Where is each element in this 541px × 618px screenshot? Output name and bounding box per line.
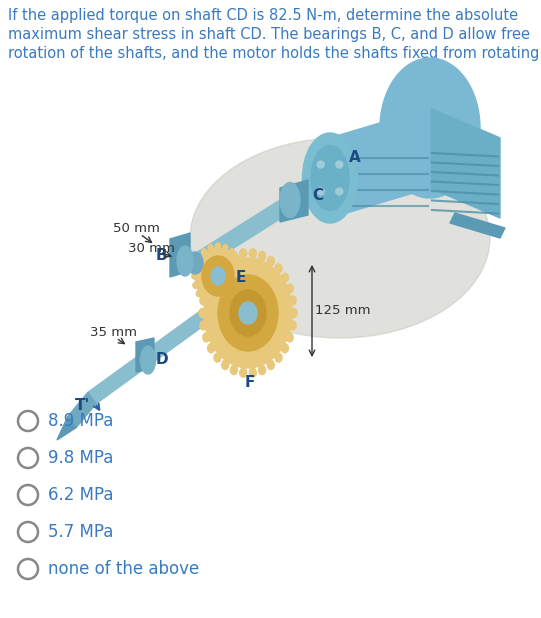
Text: maximum shear stress in shaft CD. The bearings B, C, and D allow free: maximum shear stress in shaft CD. The be…	[8, 27, 530, 42]
Ellipse shape	[281, 344, 288, 353]
Ellipse shape	[196, 290, 201, 297]
Text: C: C	[312, 187, 323, 203]
Ellipse shape	[223, 302, 228, 308]
Circle shape	[317, 188, 324, 195]
Ellipse shape	[249, 368, 256, 377]
Ellipse shape	[203, 284, 210, 293]
Text: 6.2 MPa: 6.2 MPa	[48, 486, 114, 504]
Ellipse shape	[193, 282, 198, 288]
Ellipse shape	[222, 360, 229, 370]
Text: 125 mm: 125 mm	[315, 305, 371, 318]
Text: T': T'	[75, 397, 90, 412]
Ellipse shape	[214, 353, 221, 362]
Ellipse shape	[238, 264, 243, 269]
Ellipse shape	[204, 258, 292, 368]
Ellipse shape	[229, 297, 234, 303]
Text: rotation of the shafts, and the motor holds the shafts fixed from rotating.: rotation of the shafts, and the motor ho…	[8, 46, 541, 61]
Ellipse shape	[235, 290, 240, 297]
Polygon shape	[88, 292, 234, 404]
Ellipse shape	[223, 245, 228, 250]
Ellipse shape	[202, 297, 207, 303]
Ellipse shape	[193, 264, 198, 269]
Ellipse shape	[208, 302, 213, 308]
Ellipse shape	[280, 182, 300, 218]
Text: 9.8 MPa: 9.8 MPa	[48, 449, 114, 467]
Ellipse shape	[141, 346, 155, 374]
Ellipse shape	[275, 264, 282, 273]
Ellipse shape	[195, 248, 241, 304]
Polygon shape	[170, 233, 190, 277]
Ellipse shape	[286, 333, 293, 342]
Ellipse shape	[192, 273, 197, 279]
Ellipse shape	[286, 284, 293, 293]
Ellipse shape	[214, 264, 221, 273]
Ellipse shape	[230, 252, 237, 260]
Ellipse shape	[199, 308, 206, 318]
Polygon shape	[191, 171, 334, 270]
Text: If the applied torque on shaft CD is 82.5 N-m, determine the absolute: If the applied torque on shaft CD is 82.…	[8, 8, 518, 23]
Polygon shape	[330, 108, 430, 218]
Ellipse shape	[187, 252, 203, 274]
Ellipse shape	[311, 145, 349, 211]
Ellipse shape	[177, 246, 193, 276]
Ellipse shape	[239, 302, 257, 324]
Ellipse shape	[259, 252, 266, 260]
Text: 35 mm: 35 mm	[90, 326, 137, 339]
Polygon shape	[68, 392, 96, 428]
Text: none of the above: none of the above	[48, 560, 199, 578]
Ellipse shape	[190, 138, 490, 338]
Text: 5.7 MPa: 5.7 MPa	[48, 523, 114, 541]
Ellipse shape	[208, 344, 215, 353]
Ellipse shape	[202, 248, 207, 255]
Ellipse shape	[200, 321, 207, 330]
Polygon shape	[450, 213, 505, 238]
Ellipse shape	[290, 308, 297, 318]
Ellipse shape	[380, 58, 480, 198]
Ellipse shape	[235, 255, 240, 261]
Ellipse shape	[240, 368, 247, 377]
Ellipse shape	[208, 273, 215, 282]
Ellipse shape	[218, 275, 278, 351]
Ellipse shape	[238, 282, 243, 288]
Text: A: A	[349, 151, 361, 166]
Text: 30 mm: 30 mm	[128, 242, 175, 255]
Ellipse shape	[229, 248, 234, 255]
Ellipse shape	[211, 267, 225, 285]
Ellipse shape	[203, 333, 210, 342]
Polygon shape	[57, 417, 76, 440]
Ellipse shape	[196, 255, 201, 261]
Text: B: B	[155, 248, 167, 263]
Ellipse shape	[222, 256, 229, 266]
Ellipse shape	[202, 256, 234, 296]
Text: 50 mm: 50 mm	[113, 221, 160, 234]
Ellipse shape	[230, 290, 266, 336]
Ellipse shape	[215, 303, 221, 309]
Polygon shape	[136, 338, 154, 372]
Ellipse shape	[267, 256, 274, 266]
Ellipse shape	[302, 133, 358, 223]
Ellipse shape	[230, 366, 237, 375]
Ellipse shape	[249, 249, 256, 258]
Ellipse shape	[240, 249, 247, 258]
Ellipse shape	[200, 296, 207, 305]
Text: E: E	[236, 271, 246, 286]
Ellipse shape	[239, 273, 244, 279]
Text: D: D	[156, 352, 169, 368]
Ellipse shape	[215, 243, 221, 249]
Ellipse shape	[281, 273, 288, 282]
Circle shape	[336, 161, 343, 168]
Text: F: F	[245, 375, 255, 390]
Ellipse shape	[259, 366, 266, 375]
Ellipse shape	[267, 360, 274, 370]
Polygon shape	[280, 180, 308, 222]
Polygon shape	[430, 108, 500, 218]
Text: 8.9 MPa: 8.9 MPa	[48, 412, 114, 430]
Ellipse shape	[208, 245, 213, 250]
Polygon shape	[330, 108, 500, 168]
Ellipse shape	[289, 321, 296, 330]
Circle shape	[317, 161, 324, 168]
Circle shape	[336, 188, 343, 195]
Ellipse shape	[289, 296, 296, 305]
Ellipse shape	[275, 353, 282, 362]
